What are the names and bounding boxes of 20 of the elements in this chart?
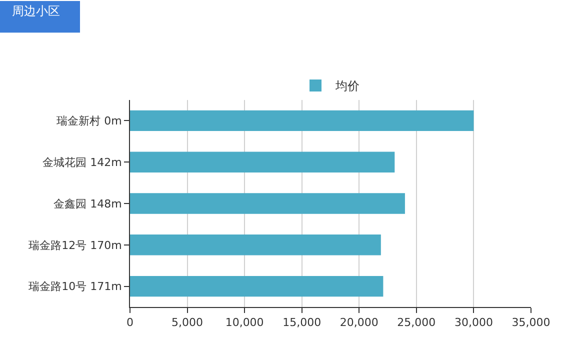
- bar: [130, 110, 474, 132]
- chart-title: 周边小区: [12, 4, 60, 18]
- x-tick-label: 0: [126, 316, 134, 330]
- bar: [130, 276, 384, 297]
- y-tick-label: 金鑫园 148m: [54, 197, 122, 210]
- x-tick-label: 35,000: [512, 316, 550, 330]
- x-tick-label: 20,000: [340, 316, 378, 330]
- bar: [130, 193, 405, 214]
- y-tick-label: 瑞金路12号 170m: [28, 238, 122, 252]
- y-tick-label: 瑞金路10号 171m: [28, 280, 122, 294]
- x-tick-label: 25,000: [397, 316, 436, 330]
- x-tick-label: 10,000: [225, 316, 264, 330]
- x-tick-label: 15,000: [282, 316, 322, 330]
- y-tick-label: 金城花园 142m: [42, 156, 122, 169]
- legend-label: 均价: [334, 79, 360, 94]
- bar: [130, 234, 381, 256]
- y-tick-label: 瑞金新村 0m: [56, 114, 122, 128]
- bar: [130, 152, 395, 172]
- x-tick-label: 30,000: [454, 316, 493, 330]
- x-tick-label: 5,000: [172, 316, 204, 330]
